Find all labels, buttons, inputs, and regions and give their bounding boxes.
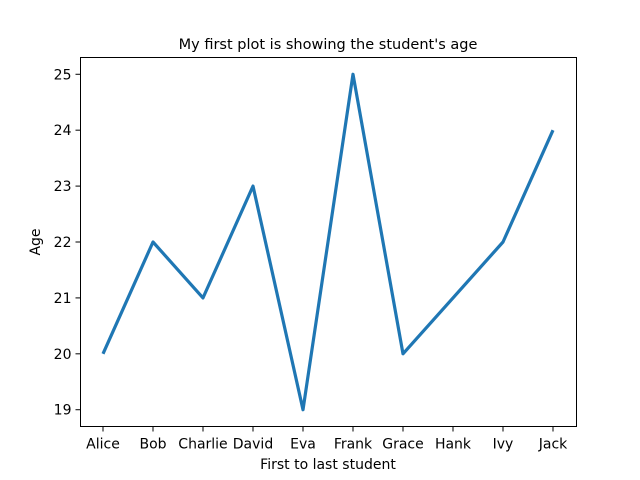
x-tick-label: Grace — [382, 437, 424, 453]
x-tick-label: Jack — [538, 437, 568, 453]
y-axis-title: Age — [28, 228, 44, 255]
y-tick-label: 25 — [54, 67, 72, 83]
y-tick-label: 19 — [54, 403, 72, 419]
y-tick-label: 21 — [54, 291, 72, 307]
chart-title: My first plot is showing the student's a… — [179, 37, 478, 53]
x-axis-title: First to last student — [260, 457, 396, 473]
x-tick-label: Frank — [334, 437, 373, 453]
series-line — [101, 72, 555, 412]
y-tick-label: 20 — [54, 347, 72, 363]
y-tick-label: 22 — [54, 235, 72, 251]
x-tick-label: Hank — [435, 437, 472, 453]
x-tick-label: David — [233, 437, 273, 453]
x-tick-label: Ivy — [493, 437, 514, 453]
x-axis-ticks: Alice Bob Charlie David Eva Frank Grace Hank Ivy… — [86, 426, 568, 453]
y-axis-ticks: 19 20 21 22 23 24 25 — [54, 67, 81, 419]
y-tick-label: 24 — [54, 123, 72, 139]
x-tick-label: Alice — [86, 437, 120, 453]
plot-area: 19 20 21 22 23 24 25 Alice Bob Charlie David Eva Fr… — [54, 57, 577, 453]
x-tick-label: Charlie — [178, 437, 227, 453]
x-tick-label: Eva — [290, 437, 316, 453]
y-tick-label: 23 — [54, 179, 72, 195]
series-group — [101, 72, 555, 412]
x-tick-label: Bob — [139, 437, 166, 453]
